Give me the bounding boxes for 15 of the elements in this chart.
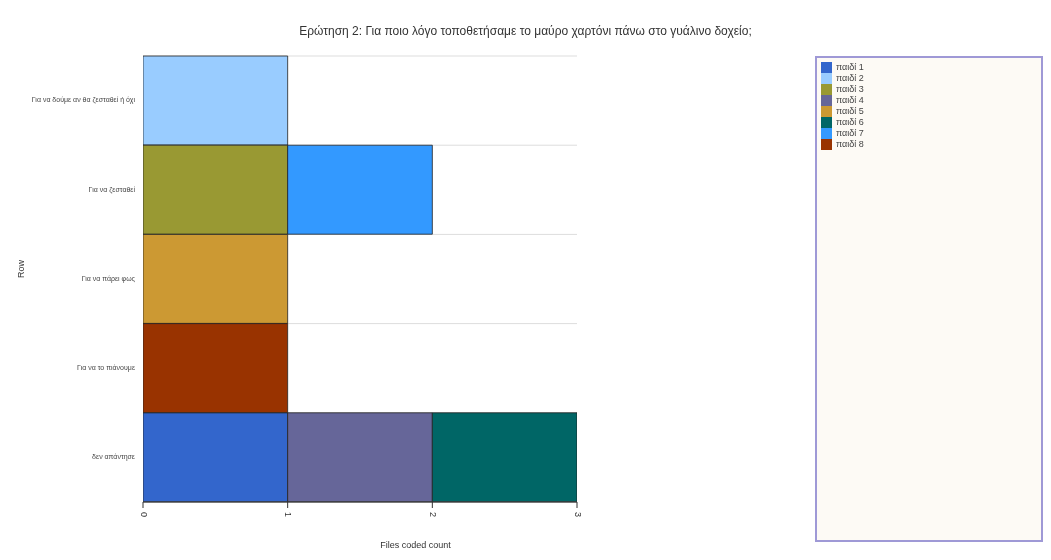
legend-label: παιδί 5 [836,105,864,116]
x-tick-label: 3 [572,512,583,518]
chart-title: Ερώτηση 2: Για ποιο λόγο τοποθετήσαμε το μαύρο χαρτόνι πάνω στο γυάλινο δοχείο; [298,24,753,38]
x-tick-label: 1 [283,512,294,518]
legend-label: παιδί 2 [836,72,864,83]
x-tick-label: 2 [427,512,438,518]
legend-label: παιδί 8 [836,138,864,149]
legend-label: παιδί 3 [836,83,864,94]
legend-label: παιδί 1 [836,61,864,72]
x-tick-label: 0 [138,512,149,518]
y-axis-title: Row [16,259,26,278]
legend-label: παιδί 6 [836,116,864,127]
legend-label: παιδί 7 [836,127,864,138]
legend-label: παιδί 4 [836,94,864,105]
x-axis-title: Files coded count [379,540,452,550]
